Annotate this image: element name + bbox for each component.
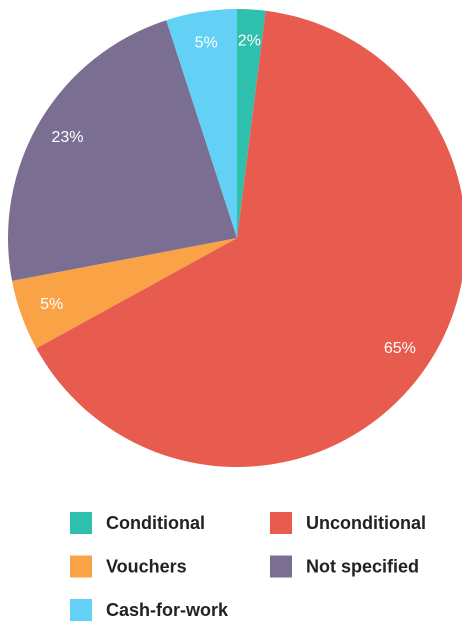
- legend-swatch: [70, 599, 92, 621]
- value-label: 65%: [384, 340, 416, 357]
- legend-label: Cash-for-work: [106, 600, 229, 620]
- legend-swatch: [270, 512, 292, 534]
- pie-slice: [237, 9, 266, 238]
- legend-label: Vouchers: [106, 556, 187, 576]
- value-label: 23%: [51, 129, 83, 146]
- legend-swatch: [270, 555, 292, 578]
- value-label: 5%: [40, 296, 63, 313]
- value-label: 2%: [238, 33, 261, 50]
- legend-label: Not specified: [306, 556, 419, 576]
- pie-slice: [12, 238, 238, 349]
- pie-slice: [8, 20, 237, 281]
- legend-swatch: [70, 555, 92, 578]
- value-label: 5%: [195, 35, 218, 52]
- legend-label: Unconditional: [306, 513, 426, 533]
- pie-slice: [36, 10, 462, 467]
- legend-swatch: [70, 512, 92, 534]
- legend-label: Conditional: [106, 513, 205, 533]
- pie-slice: [166, 8, 237, 238]
